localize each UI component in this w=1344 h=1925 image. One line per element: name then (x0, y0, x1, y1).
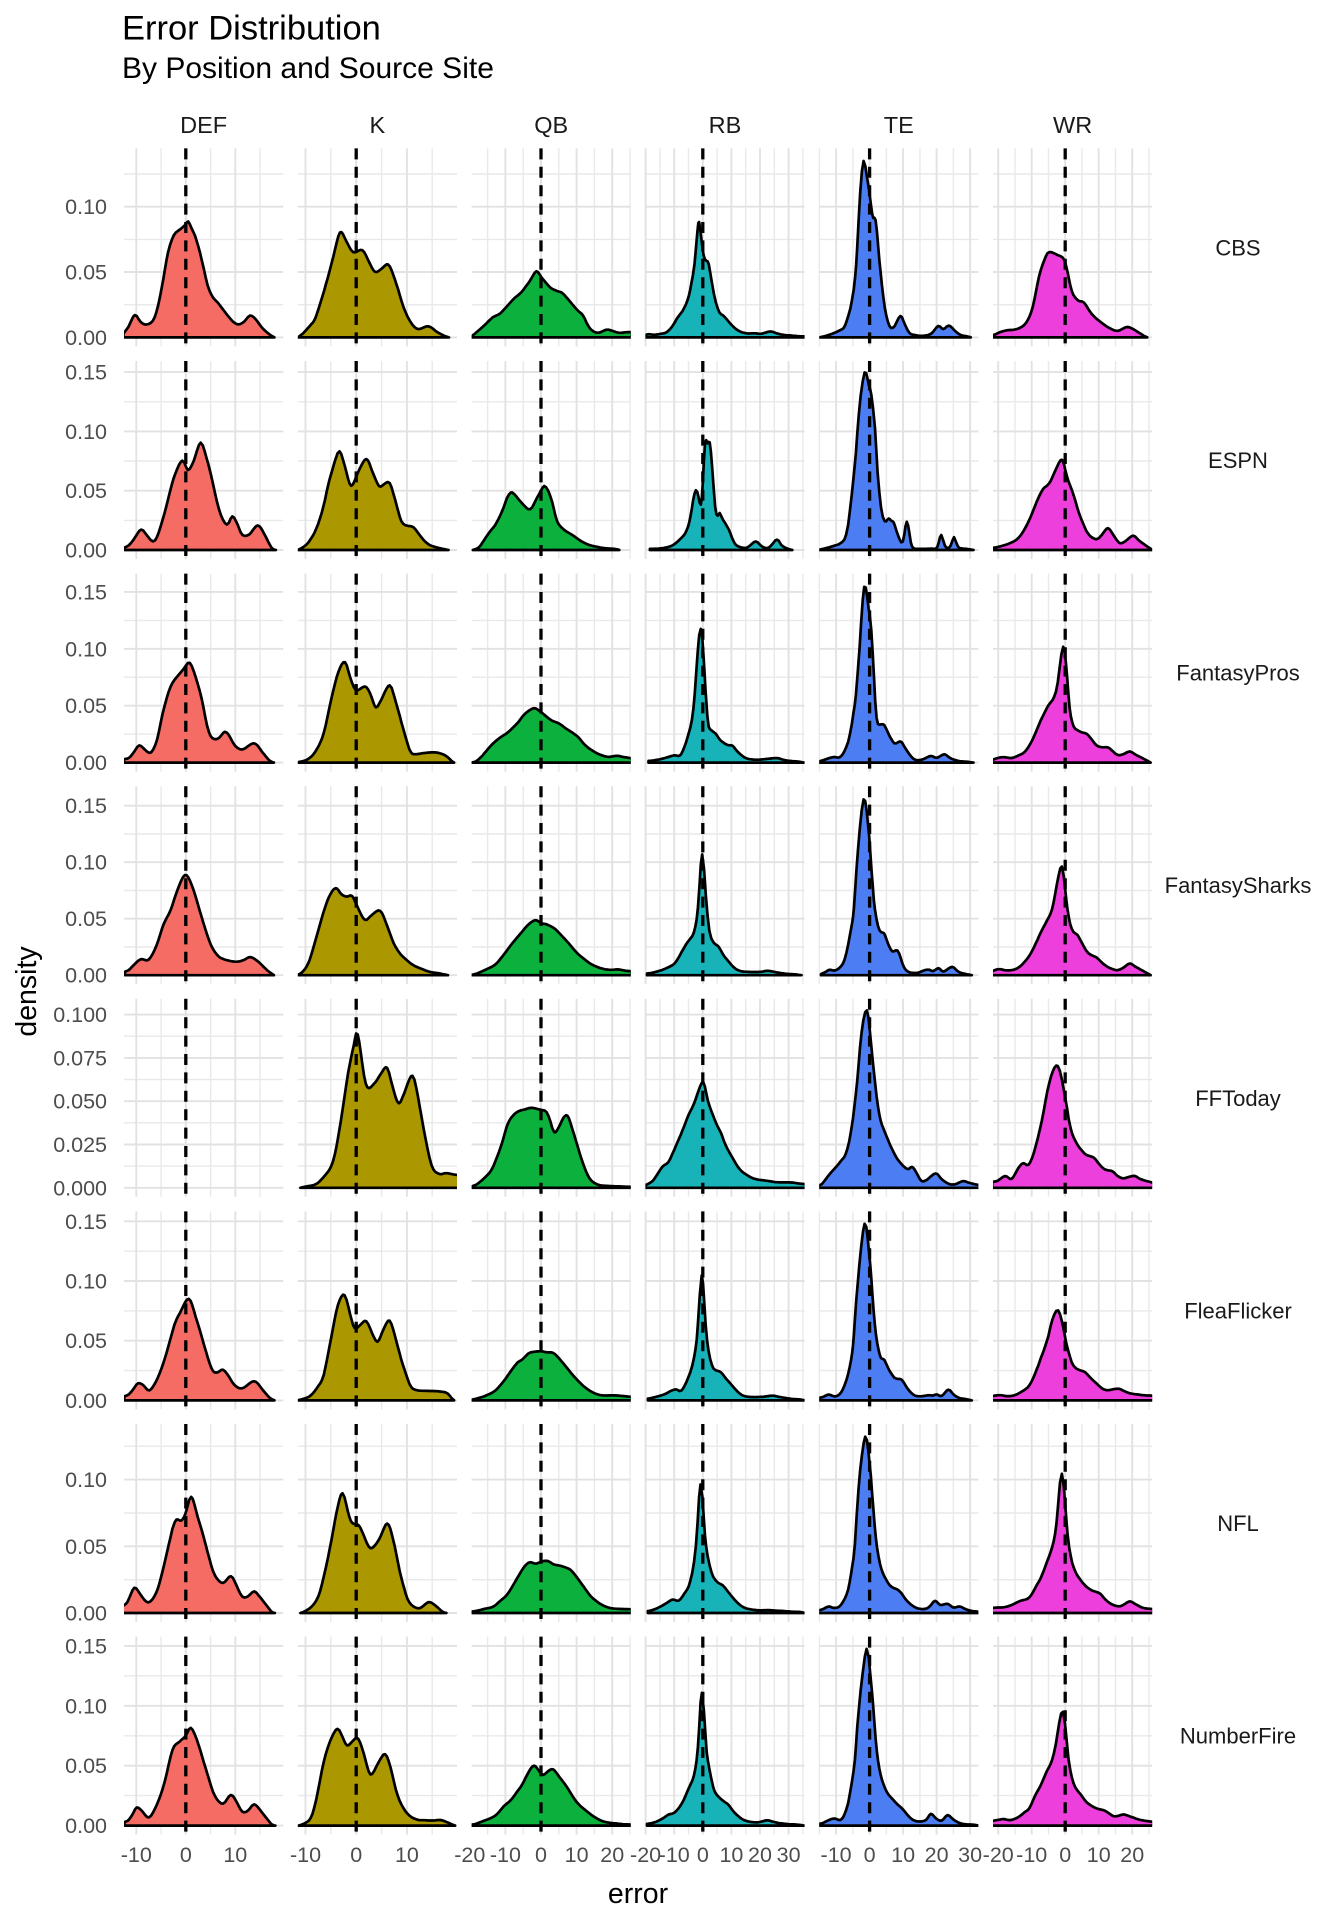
svg-text:0.00: 0.00 (65, 1814, 107, 1838)
svg-text:0.05: 0.05 (65, 1754, 107, 1778)
svg-text:0.05: 0.05 (65, 479, 107, 503)
svg-text:0.050: 0.050 (53, 1090, 107, 1114)
svg-text:20: 20 (748, 1843, 772, 1867)
svg-text:RB: RB (709, 112, 742, 138)
svg-text:0.00: 0.00 (65, 964, 107, 988)
svg-text:QB: QB (534, 112, 568, 138)
svg-text:CBS: CBS (1215, 235, 1260, 260)
svg-text:0.100: 0.100 (53, 1003, 107, 1027)
svg-text:0.15: 0.15 (65, 361, 107, 385)
svg-text:DEF: DEF (180, 112, 227, 138)
svg-text:0: 0 (535, 1843, 547, 1867)
svg-text:10: 10 (395, 1843, 419, 1867)
svg-text:0.075: 0.075 (53, 1046, 107, 1070)
svg-text:0.05: 0.05 (65, 907, 107, 931)
svg-text:0.10: 0.10 (65, 851, 107, 875)
svg-text:20: 20 (1120, 1843, 1144, 1867)
svg-text:-20: -20 (983, 1843, 1014, 1867)
svg-text:0.05: 0.05 (65, 1535, 107, 1559)
svg-text:0.10: 0.10 (65, 637, 107, 661)
svg-text:FantasyPros: FantasyPros (1176, 661, 1300, 686)
svg-text:0.15: 0.15 (65, 1210, 107, 1234)
svg-text:0.10: 0.10 (65, 1694, 107, 1718)
svg-text:FleaFlicker: FleaFlicker (1184, 1298, 1292, 1323)
svg-text:0.000: 0.000 (53, 1176, 107, 1200)
svg-text:0.00: 0.00 (65, 539, 107, 563)
svg-text:error: error (608, 1878, 669, 1910)
svg-text:0.10: 0.10 (65, 1468, 107, 1492)
svg-text:20: 20 (600, 1843, 624, 1867)
svg-text:FantasySharks: FantasySharks (1165, 873, 1312, 898)
svg-text:-20: -20 (630, 1843, 661, 1867)
svg-text:0.025: 0.025 (53, 1133, 107, 1157)
svg-text:-10: -10 (821, 1843, 852, 1867)
svg-text:0.05: 0.05 (65, 1329, 107, 1353)
svg-text:WR: WR (1053, 112, 1092, 138)
svg-text:By Position and Source Site: By Position and Source Site (122, 52, 494, 85)
svg-text:0: 0 (180, 1843, 192, 1867)
svg-text:0.15: 0.15 (65, 794, 107, 818)
svg-text:0: 0 (864, 1843, 876, 1867)
svg-text:10: 10 (719, 1843, 743, 1867)
svg-text:-10: -10 (1016, 1843, 1047, 1867)
svg-text:-10: -10 (121, 1843, 152, 1867)
svg-text:-10: -10 (659, 1843, 690, 1867)
svg-text:0: 0 (697, 1843, 709, 1867)
svg-text:0.10: 0.10 (65, 420, 107, 444)
svg-text:30: 30 (777, 1843, 801, 1867)
svg-text:0.05: 0.05 (65, 694, 107, 718)
svg-text:0.00: 0.00 (65, 1602, 107, 1626)
svg-text:0.00: 0.00 (65, 751, 107, 775)
svg-text:NFL: NFL (1217, 1511, 1259, 1536)
svg-text:0.10: 0.10 (65, 1270, 107, 1294)
svg-text:0: 0 (350, 1843, 362, 1867)
svg-text:30: 30 (958, 1843, 982, 1867)
svg-text:TE: TE (884, 112, 914, 138)
svg-text:-10: -10 (290, 1843, 321, 1867)
svg-text:density: density (11, 946, 43, 1037)
svg-text:0.00: 0.00 (65, 326, 107, 350)
svg-text:20: 20 (925, 1843, 949, 1867)
svg-text:0.15: 0.15 (65, 580, 107, 604)
svg-text:10: 10 (565, 1843, 589, 1867)
svg-text:ESPN: ESPN (1208, 448, 1268, 473)
svg-text:Error Distribution: Error Distribution (122, 10, 381, 48)
svg-text:K: K (370, 112, 386, 138)
svg-text:0.10: 0.10 (65, 195, 107, 219)
svg-text:10: 10 (223, 1843, 247, 1867)
svg-text:FFToday: FFToday (1195, 1086, 1281, 1111)
svg-text:10: 10 (1087, 1843, 1111, 1867)
svg-text:0: 0 (1059, 1843, 1071, 1867)
svg-text:0.15: 0.15 (65, 1634, 107, 1658)
svg-text:0.00: 0.00 (65, 1389, 107, 1413)
svg-text:10: 10 (891, 1843, 915, 1867)
svg-text:-10: -10 (490, 1843, 521, 1867)
svg-text:-20: -20 (454, 1843, 485, 1867)
svg-text:NumberFire: NumberFire (1180, 1724, 1296, 1749)
svg-text:0.05: 0.05 (65, 261, 107, 285)
